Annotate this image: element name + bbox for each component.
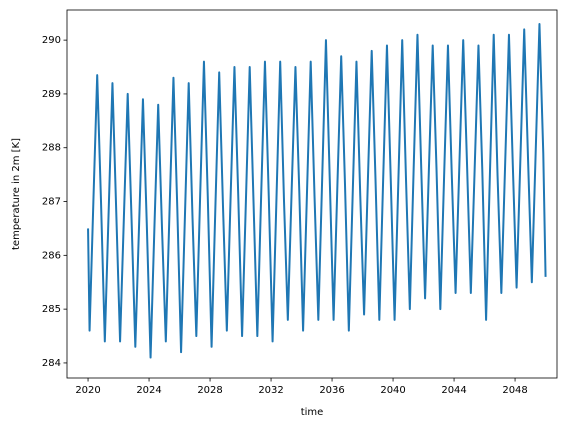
y-tick-label: 285 <box>42 304 61 315</box>
y-axis-label: temperature in 2m [K] <box>11 138 22 250</box>
x-tick-label: 2020 <box>75 385 100 396</box>
data-line <box>87 22 547 359</box>
plot-frame <box>66 9 558 379</box>
x-tick-label: 2040 <box>380 385 405 396</box>
x-tick-label: 2028 <box>197 385 222 396</box>
y-tick-label: 287 <box>42 197 61 208</box>
x-tick-label: 2036 <box>319 385 344 396</box>
x-tick-label: 2044 <box>441 385 466 396</box>
y-tick-label: 288 <box>42 143 61 154</box>
x-tick-label: 2032 <box>258 385 283 396</box>
x-axis-label: time <box>301 407 324 418</box>
x-tick-label: 2048 <box>502 385 527 396</box>
y-tick-label: 289 <box>42 89 61 100</box>
y-tick-label: 290 <box>42 35 61 46</box>
x-tick-label: 2024 <box>136 385 161 396</box>
y-tick-label: 284 <box>42 358 61 369</box>
y-tick-label: 286 <box>42 250 61 261</box>
